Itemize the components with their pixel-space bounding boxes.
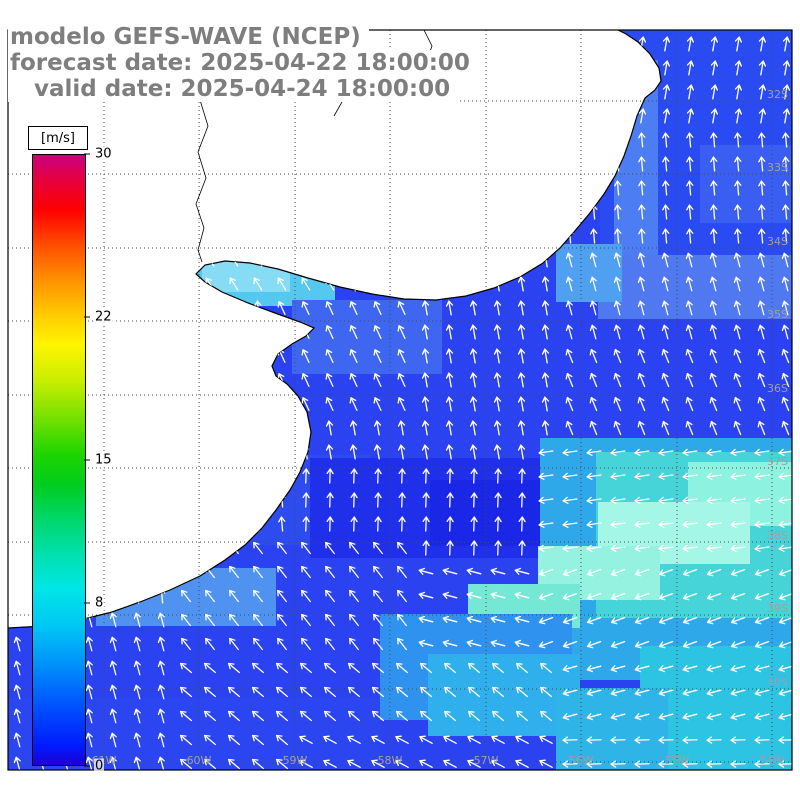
lon-label: 58W bbox=[378, 754, 403, 767]
map-frame bbox=[7, 29, 793, 771]
tick-mark bbox=[84, 153, 90, 155]
forecast-date: forecast date: 2025-04-22 18:00:00 bbox=[8, 50, 478, 76]
lon-label: 60W bbox=[187, 754, 212, 767]
tick-mark bbox=[84, 316, 90, 318]
lat-label: 35S bbox=[767, 308, 788, 321]
map-titles: modelo GEFS-WAVE (NCEP) forecast date: 2… bbox=[8, 24, 478, 102]
colorbar-tick: 0 bbox=[84, 758, 105, 774]
valid-date: valid date: 2025-04-24 18:00:00 bbox=[8, 76, 459, 102]
tick-label: 8 bbox=[94, 595, 105, 611]
model-title: modelo GEFS-WAVE (NCEP) bbox=[8, 24, 369, 50]
tick-mark bbox=[84, 602, 90, 604]
colorbar-tick: 8 bbox=[84, 595, 105, 611]
lat-label: 37S bbox=[767, 455, 788, 468]
lon-label: 57W bbox=[474, 754, 499, 767]
axis-labels: 32S33S34S35S36S37S38S39S40S61W60W59W58W5… bbox=[92, 88, 788, 767]
lon-label: 55W bbox=[665, 754, 690, 767]
tick-label: 0 bbox=[94, 758, 105, 774]
lon-label: 54W bbox=[760, 754, 785, 767]
lat-label: 40S bbox=[767, 676, 788, 689]
coastline bbox=[7, 29, 662, 629]
lat-label: 33S bbox=[767, 161, 788, 174]
lat-label: 36S bbox=[767, 382, 788, 395]
tick-label: 30 bbox=[94, 146, 113, 162]
lon-label: 56W bbox=[569, 754, 594, 767]
colorbar-tick: 30 bbox=[84, 146, 113, 162]
colorbar-tick: 15 bbox=[84, 452, 113, 468]
tick-mark bbox=[84, 765, 90, 767]
lat-label: 38S bbox=[767, 529, 788, 542]
tick-mark bbox=[84, 459, 90, 461]
lon-label: 59W bbox=[283, 754, 308, 767]
lat-label: 34S bbox=[767, 235, 788, 248]
lat-label: 32S bbox=[767, 88, 788, 101]
colorbar-ticks: 30 22 15 8 0 bbox=[32, 146, 113, 774]
tick-label: 15 bbox=[94, 452, 113, 468]
colorbar-unit-label: [m/s] bbox=[28, 126, 88, 150]
colorbar-tick: 22 bbox=[84, 309, 113, 325]
tick-label: 22 bbox=[94, 309, 113, 325]
lat-label: 39S bbox=[767, 602, 788, 615]
